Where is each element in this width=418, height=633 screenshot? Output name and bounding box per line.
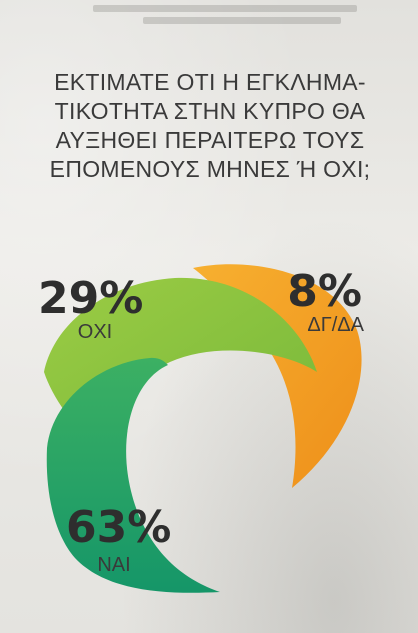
value-label-nai: 63% <box>66 502 171 553</box>
survey-question: ΕΚΤΙΜΑΤΕ ΟΤΙ Η ΕΓΚΛΗΜΑ- ΤΙΚΟΤΗΤΑ ΣΤΗΝ ΚΥ… <box>20 68 400 184</box>
question-line-2: ΤΙΚΟΤΗΤΑ ΣΤΗΝ ΚΥΠΡΟ ΘΑ <box>54 98 366 124</box>
slice-dg-da <box>193 264 362 488</box>
value-label-oxi: 29% <box>38 273 143 324</box>
category-label-nai: ΝΑΙ <box>97 554 130 576</box>
category-label-oxi: ΟΧΙ <box>78 321 112 343</box>
slice-nai <box>46 357 220 593</box>
category-label-dg-da: ΔΓ/ΔΑ <box>307 314 364 336</box>
question-line-1: ΕΚΤΙΜΑΤΕ ΟΤΙ Η ΕΓΚΛΗΜΑ- <box>54 69 366 95</box>
question-line-4: ΕΠΟΜΕΝΟΥΣ ΜΗΝΕΣ Ή ΟΧΙ; <box>49 156 371 182</box>
value-label-dg-da: 8% <box>287 266 362 317</box>
bleed-through-text-decoration <box>60 0 390 40</box>
question-line-3: ΑΥΞΗΘΕΙ ΠΕΡΑΙΤΕΡΩ ΤΟΥΣ <box>55 127 365 153</box>
